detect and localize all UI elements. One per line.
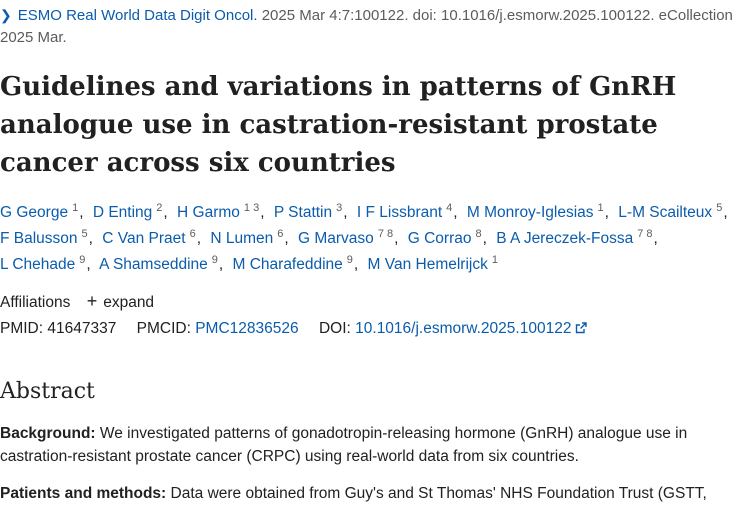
affiliation-number[interactable]: 2	[156, 201, 163, 214]
author-separator: ,	[723, 204, 728, 221]
author-name-link[interactable]: G Marvaso	[298, 230, 374, 247]
author-separator: ,	[604, 204, 609, 221]
citation: ❯ ESMO Real World Data Digit Oncol. 2025 …	[0, 4, 746, 49]
doi-label: DOI:	[318, 320, 351, 337]
author-item: I F Lissbrant 4,	[356, 201, 463, 221]
author-name-link[interactable]: N Lumen	[210, 230, 274, 247]
author-separator: ,	[353, 256, 359, 273]
author-item: M Charafeddine 9,	[232, 253, 364, 273]
author-item: D Enting 2,	[92, 201, 173, 221]
author-name-link[interactable]: L-M Scailteux	[618, 204, 713, 221]
doi-link[interactable]: 10.1016/j.esmorw.2025.100122	[355, 320, 588, 337]
external-link-icon	[576, 322, 588, 334]
affiliation-number[interactable]: 7 8	[637, 227, 653, 240]
author-name-link[interactable]: M Monroy-Iglesias	[466, 204, 594, 221]
doi-value: 10.1016/j.esmorw.2025.100122	[355, 320, 572, 337]
author-name-link[interactable]: H Garmo	[177, 204, 240, 221]
affiliation-number[interactable]: 3	[336, 201, 343, 214]
affiliation-number[interactable]: 1	[72, 201, 79, 214]
author-name-link[interactable]: P Stattin	[273, 204, 333, 221]
author-name-link[interactable]: C Van Praet	[102, 230, 186, 247]
author-name-link[interactable]: B A Jereczek-Fossa	[496, 230, 634, 247]
author-name-link[interactable]: G George	[0, 204, 69, 221]
author-name-link[interactable]: F Balusson	[0, 230, 78, 247]
author-name-link[interactable]: A Shamseddine	[99, 256, 208, 273]
author-name-link[interactable]: M Charafeddine	[232, 256, 343, 273]
pmid-value: 41647337	[47, 320, 117, 337]
author-separator: ,	[218, 256, 224, 273]
author-separator: ,	[260, 204, 265, 221]
abstract-background: Background: We investigated patterns of …	[0, 422, 748, 468]
affiliation-number[interactable]: 8	[475, 227, 482, 240]
affiliation-number[interactable]: 9	[346, 253, 353, 266]
author-separator: ,	[453, 204, 458, 221]
author-separator: ,	[79, 204, 84, 221]
affiliation-number[interactable]: 7 8	[377, 227, 394, 240]
author-item: G Corrao 8,	[407, 227, 492, 247]
author-item: N Lumen 6,	[210, 227, 293, 247]
expand-label: expand	[103, 294, 155, 311]
author-name-link[interactable]: D Enting	[92, 204, 153, 221]
author-item: A Shamseddine 9,	[99, 253, 228, 273]
author-item: G Marvaso 7 8,	[298, 227, 403, 247]
author-item: M Van Hemelrijck 1	[367, 253, 499, 273]
author-name-link[interactable]: G Corrao	[407, 230, 472, 247]
affiliation-number[interactable]: 4	[446, 201, 453, 214]
affiliation-number[interactable]: 6	[189, 227, 196, 240]
methods-text: Data were obtained from Guy's and St Tho…	[170, 485, 707, 502]
author-item: L Chehade 9,	[0, 253, 96, 273]
author-list: G George 1, D Enting 2, H Garmo 1 3, P Stat…	[0, 200, 748, 278]
affiliation-number[interactable]: 1	[491, 253, 498, 266]
affiliation-number[interactable]: 9	[211, 253, 218, 266]
author-separator: ,	[343, 204, 348, 221]
affiliations-row: Affiliations + expand	[0, 290, 154, 314]
article-title: Guidelines and variations in patterns of…	[0, 72, 677, 178]
author-separator: ,	[88, 230, 93, 247]
pmcid-link[interactable]: PMC12836526	[195, 320, 299, 337]
affiliation-number[interactable]: 1 3	[243, 201, 260, 214]
author-item: H Garmo 1 3,	[177, 201, 269, 221]
affiliation-number[interactable]: 5	[716, 201, 723, 214]
author-item: M Monroy-Iglesias 1,	[466, 201, 614, 221]
author-name-link[interactable]: L Chehade	[0, 256, 76, 273]
identifiers: PMID: 41647337 PMCID: PMC12836526 DOI: 1…	[0, 318, 588, 340]
plus-icon: +	[86, 291, 98, 311]
journal-link[interactable]: ESMO Real World Data Digit Oncol.	[17, 7, 258, 24]
author-name-link[interactable]: M Van Hemelrijck	[367, 256, 488, 273]
affiliations-expand-button[interactable]: + expand	[86, 291, 155, 311]
author-item: G George 1,	[0, 201, 89, 221]
author-item: L-M Scailteux 5,	[618, 201, 732, 221]
author-separator: ,	[163, 204, 168, 221]
affiliations-label: Affiliations	[0, 294, 71, 311]
pmid-label: PMID:	[0, 320, 44, 337]
background-label: Background:	[0, 425, 96, 442]
affiliation-number[interactable]: 5	[81, 227, 88, 240]
pmcid-label: PMCID:	[136, 320, 191, 337]
author-separator: ,	[482, 230, 487, 247]
methods-label: Patients and methods:	[0, 485, 167, 502]
citation-details: 2025 Mar 4:7:100122. doi: 10.1016/j.esmo…	[0, 7, 733, 46]
author-separator: ,	[653, 230, 658, 247]
author-separator: ,	[196, 230, 202, 247]
author-item: F Balusson 5,	[0, 227, 98, 247]
author-separator: ,	[394, 230, 399, 247]
author-separator: ,	[284, 230, 289, 247]
author-item: P Stattin 3,	[273, 201, 353, 221]
chevron-right-icon[interactable]: ❯	[0, 7, 12, 23]
abstract-methods: Patients and methods: Data were obtained…	[0, 482, 748, 505]
author-item: B A Jereczek-Fossa 7 8,	[496, 227, 663, 247]
author-item: C Van Praet 6,	[102, 227, 206, 247]
affiliation-number[interactable]: 6	[277, 227, 284, 240]
affiliation-number[interactable]: 9	[79, 253, 86, 266]
background-text: We investigated patterns of gonadotropin…	[0, 425, 688, 465]
author-separator: ,	[86, 256, 91, 273]
affiliation-number[interactable]: 1	[597, 201, 604, 214]
abstract-heading: Abstract	[0, 379, 95, 404]
author-name-link[interactable]: I F Lissbrant	[356, 204, 443, 221]
